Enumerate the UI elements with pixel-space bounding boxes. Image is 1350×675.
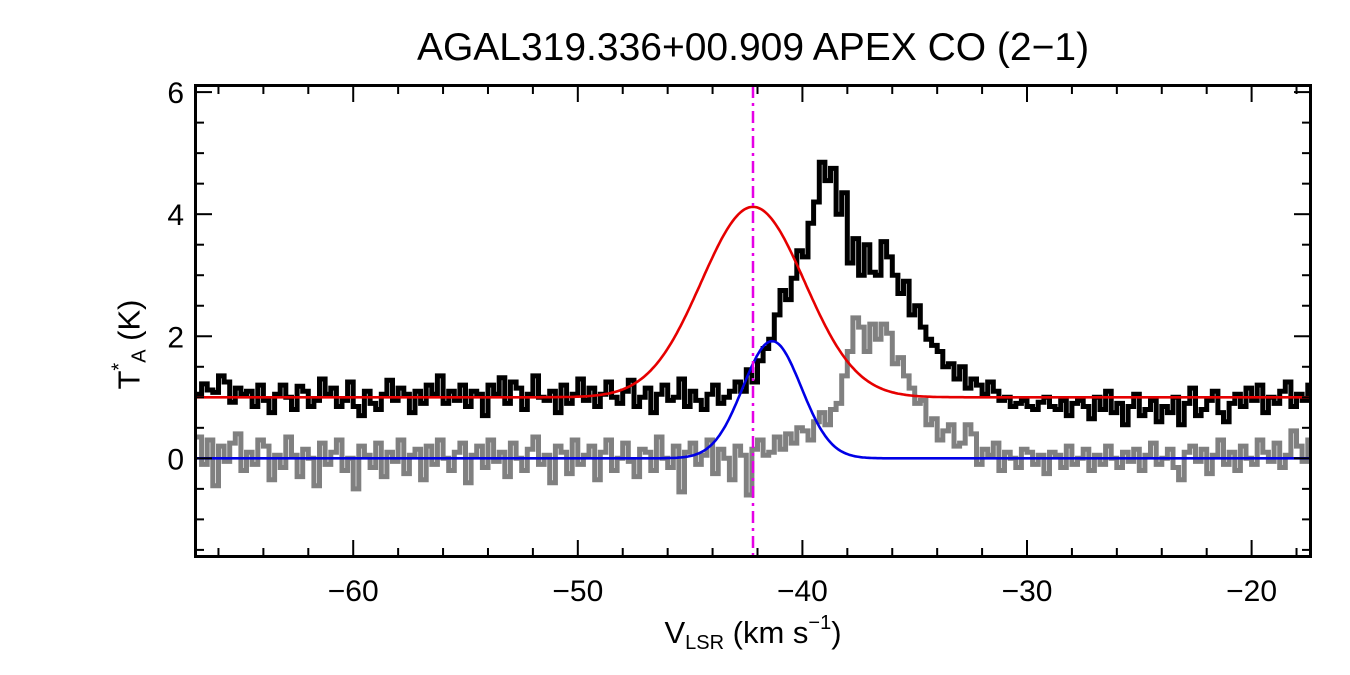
- x-axis-label-sup: −1: [808, 612, 832, 634]
- x-axis-label-units: (km s: [724, 615, 809, 650]
- x-tick-label: −60: [328, 575, 379, 608]
- gaussian-fit-red: [196, 205, 1310, 399]
- y-axis-label-sup: *: [108, 362, 131, 371]
- x-axis-label-end: ): [831, 615, 842, 650]
- x-tick-label: −50: [552, 575, 603, 608]
- x-axis-label-sub: LSR: [685, 632, 725, 654]
- y-axis-label-sub: A: [128, 349, 151, 363]
- spectrum-line-black: [196, 159, 1310, 428]
- x-axis-label-main: V: [664, 615, 686, 650]
- plot-area: [196, 86, 1310, 556]
- axis-ticks: −60 −50 −40 −30 −20 0 2 4 6: [167, 77, 1310, 608]
- y-tick-label: 0: [167, 443, 184, 476]
- y-tick-label: 2: [167, 321, 184, 354]
- x-axis-label: VLSR (km s−1): [195, 612, 1311, 655]
- x-tick-label: −30: [1002, 575, 1053, 608]
- y-axis-label: T*A (K): [109, 245, 152, 445]
- chart-title: AGAL319.336+00.909 APEX CO (2−1): [416, 26, 1090, 69]
- x-tick-label: −40: [777, 575, 828, 608]
- x-tick-label: −20: [1226, 575, 1277, 608]
- y-axis-label-units: (K): [111, 299, 147, 350]
- plot-frame: [194, 84, 1312, 558]
- y-tick-label: 4: [167, 199, 184, 232]
- y-axis-label-main: T: [111, 370, 147, 390]
- y-tick-label: 6: [167, 77, 184, 110]
